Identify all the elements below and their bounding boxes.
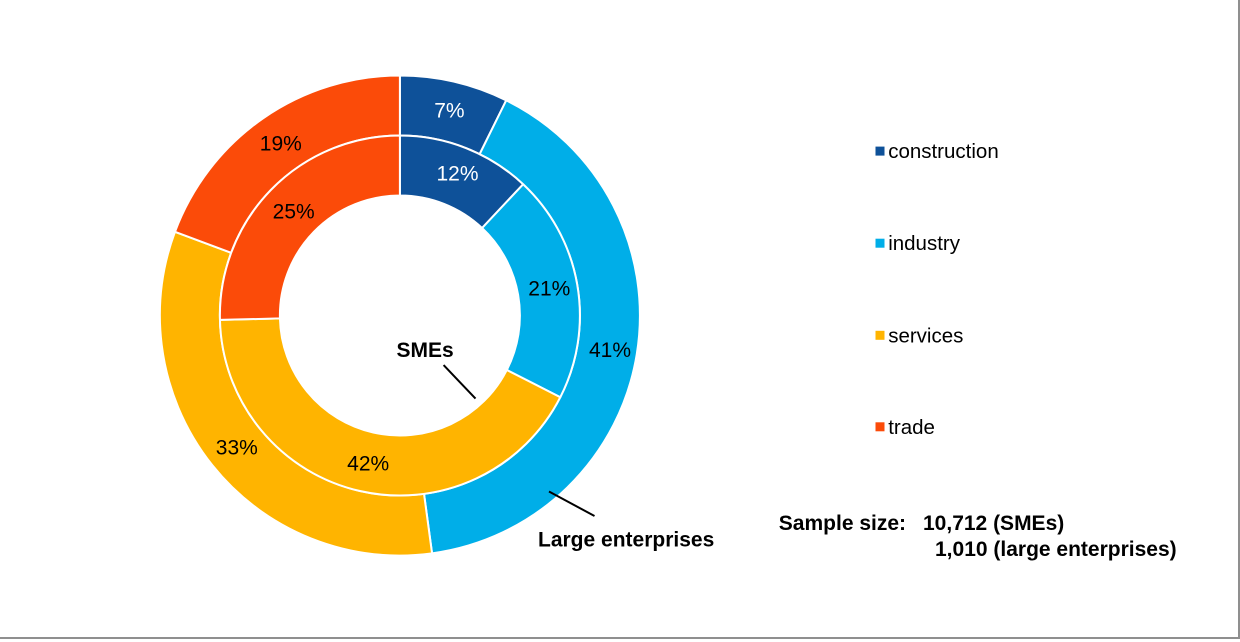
svg-text:41%: 41% xyxy=(589,339,631,362)
svg-text:12%: 12% xyxy=(436,163,478,186)
svg-text:21%: 21% xyxy=(528,277,570,300)
svg-text:1,010 (large enterprises): 1,010 (large enterprises) xyxy=(935,538,1177,561)
svg-text:trade: trade xyxy=(888,416,935,439)
svg-text:industry: industry xyxy=(888,232,961,255)
svg-text:42%: 42% xyxy=(347,452,389,475)
svg-text:SMEs: SMEs xyxy=(397,339,454,362)
svg-text:Sample size:: Sample size: xyxy=(779,512,906,535)
svg-text:33%: 33% xyxy=(216,437,258,460)
svg-text:19%: 19% xyxy=(260,132,302,155)
svg-text:Large enterprises: Large enterprises xyxy=(538,529,714,552)
svg-text:construction: construction xyxy=(888,140,999,163)
svg-text:25%: 25% xyxy=(273,200,315,223)
svg-text:services: services xyxy=(888,324,963,347)
svg-text:7%: 7% xyxy=(434,99,464,122)
svg-text:10,712 (SMEs): 10,712 (SMEs) xyxy=(923,512,1064,535)
